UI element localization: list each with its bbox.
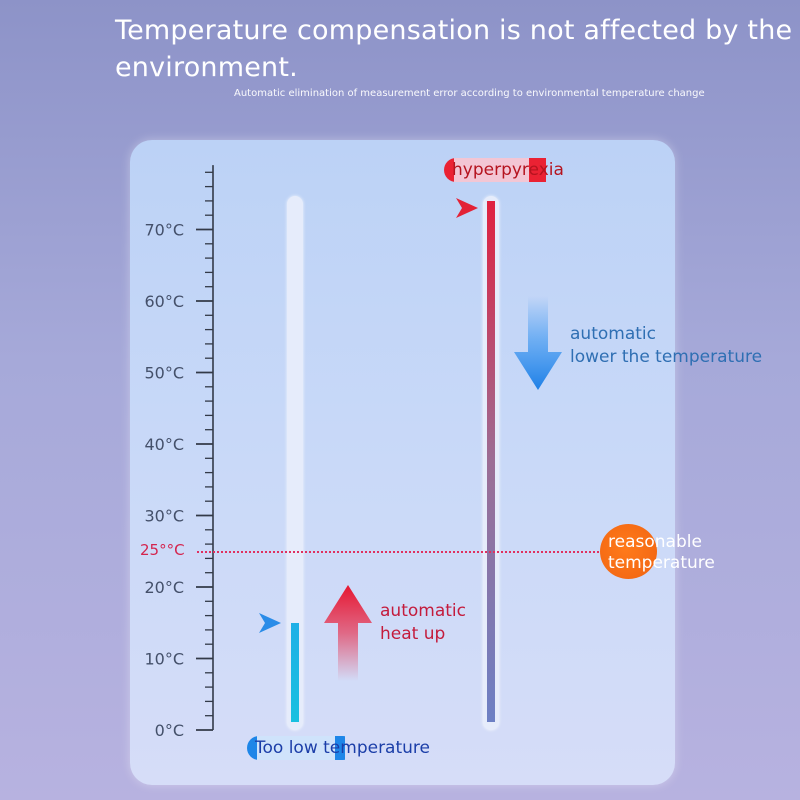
subheadline: Automatic elimination of measurement err… <box>234 88 705 99</box>
red-triangle-arrow-icon <box>456 198 478 218</box>
scale-label: 60°C <box>144 292 184 311</box>
hot-thermometer-fill <box>487 200 495 722</box>
cold-thermometer-fill <box>291 622 299 722</box>
reasonable-temperature-label: reasonable temperature <box>608 532 715 573</box>
headline: Temperature compensation is not affected… <box>115 15 793 83</box>
cold-thermometer-tube <box>287 196 303 730</box>
too-low-badge: Too low temperature <box>247 736 430 760</box>
scale-label: 30°C <box>144 507 184 526</box>
blue-down-arrow-icon <box>514 296 562 390</box>
scale-label: 0°C <box>155 721 184 740</box>
thermometer-card <box>130 140 675 785</box>
reasonable-temperature-dot <box>600 524 657 579</box>
too-low-label: Too low temperature <box>255 738 430 758</box>
blue-triangle-arrow-icon <box>259 613 281 633</box>
scale-label: 70°C <box>144 221 184 240</box>
scale-label: 10°C <box>144 650 184 669</box>
scale-label: 40°C <box>144 435 184 454</box>
red-up-arrow-icon <box>324 585 372 681</box>
reference-label: 25°°C <box>140 541 185 559</box>
heat-up-note: automatic heat up <box>380 601 466 644</box>
cool-down-note: automatic lower the temperature <box>570 324 763 367</box>
hot-thermometer-tube <box>483 196 499 730</box>
scale-label: 50°C <box>144 364 184 383</box>
hyperpyrexia-badge: hyperpyrexia <box>444 158 576 182</box>
hyperpyrexia-label: hyperpyrexia <box>452 160 564 180</box>
scale-label: 20°C <box>144 578 184 597</box>
reference-line <box>197 551 607 553</box>
